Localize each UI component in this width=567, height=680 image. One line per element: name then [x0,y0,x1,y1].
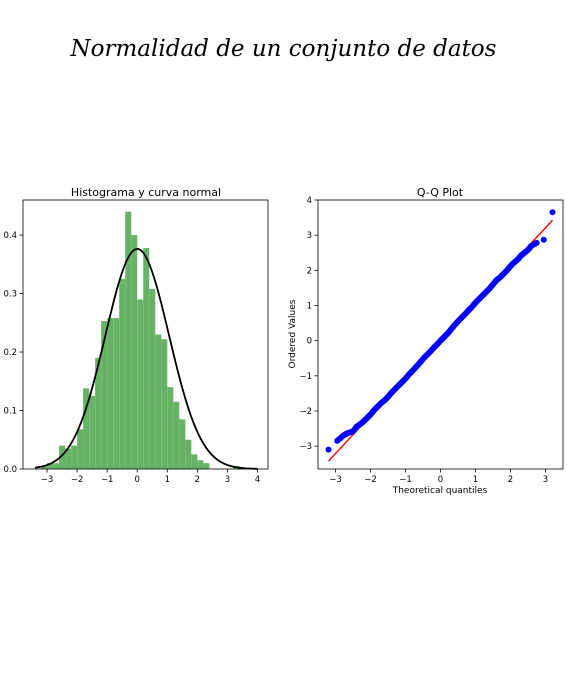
histogram-bar-18 [149,288,156,469]
histogram-bar-1 [47,463,54,469]
histogram-bar-26 [197,460,204,469]
histogram-y-tick-label: 0.4 [3,231,17,241]
histogram-bar-19 [155,334,162,469]
qq-x-tick-label: −1 [399,475,412,485]
histogram-panel: Histograma y curva normal −3 −2 −1 0 1 2 3 4 0.… [3,186,269,485]
histogram-bar-9 [95,357,102,469]
qq-y-axis-label: Ordered Values [288,299,298,368]
histogram-bar-3 [59,445,66,469]
histogram-bar-12 [113,318,120,469]
histogram-bar-23 [179,419,186,469]
qq-y-tick-label: −2 [299,407,312,417]
qq-point-0 [325,446,332,453]
histogram-bar-13 [119,278,126,469]
qq-x-tick-label: 2 [508,475,513,485]
page-title: Normalidad de un conjunto de datos [70,36,497,62]
histogram-axes-frame [22,199,269,470]
qq-title: Q-Q Plot [417,186,464,199]
qq-y-tick-label: 3 [307,231,312,241]
histogram-y-ticks: 0.0 0.1 0.2 0.3 0.4 [3,231,23,475]
histogram-bar-10 [101,321,108,469]
histogram-x-tick-label: 3 [225,475,230,485]
qq-x-ticks: −3 −2 −1 0 1 2 3 [329,469,548,485]
histogram-bar-8 [89,395,96,469]
qq-x-tick-label: 3 [543,475,548,485]
histogram-x-tick-label: −2 [71,475,84,485]
histogram-x-tick-label: 1 [165,475,170,485]
histogram-bar-5 [71,445,78,469]
histogram-x-tick-label: 4 [255,475,260,485]
histogram-x-tick-label: 2 [195,475,200,485]
histogram-x-ticks: −3 −2 −1 0 1 2 3 4 [41,469,260,485]
histogram-bar-15 [131,235,138,469]
qq-y-tick-label: 4 [307,196,312,206]
histogram-y-tick-label: 0.0 [3,465,17,475]
histogram-bar-22 [173,401,180,469]
histogram-y-tick-label: 0.3 [3,290,17,300]
histogram-bar-21 [167,387,174,469]
histogram-bar-7 [83,388,90,469]
histogram-bar-25 [191,454,198,469]
qq-x-tick-label: 0 [438,475,443,485]
qq-y-tick-label: 0 [307,337,312,347]
qq-y-ticks: −3 −2 −1 0 1 2 3 4 [299,196,318,452]
histogram-bar-20 [161,339,168,469]
qq-y-tick-label: 1 [307,301,312,311]
histogram-bar-0 [41,466,48,469]
qq-point-fill [532,240,539,247]
qq-x-tick-label: −2 [364,475,377,485]
qq-y-tick-label: −3 [299,442,312,452]
histogram-bar-2 [53,463,60,469]
qq-x-tick-label: 1 [473,475,478,485]
qq-x-axis-label: Theoretical quantiles [392,486,488,496]
histogram-bar-24 [185,439,192,469]
qq-point-58 [540,236,547,243]
qq-point-59 [549,209,556,216]
qq-panel: Q-Q Plot −3 −2 −1 0 1 2 3 −3 −2 −1 0 1 2 3 4 Theoreti… [288,186,564,496]
histogram-x-tick-label: −1 [101,475,114,485]
histogram-y-tick-label: 0.1 [3,407,17,417]
histogram-bar-16 [137,299,144,469]
histogram-bar-4 [65,448,72,469]
histogram-y-tick-label: 0.2 [3,348,17,358]
histogram-title: Histograma y curva normal [71,186,221,199]
histogram-x-tick-label: −3 [41,475,54,485]
histogram-bar-6 [77,429,84,469]
histogram-bar-11 [107,318,114,469]
histogram-bar-14 [125,211,132,469]
qq-y-tick-label: −1 [299,372,312,382]
histogram-bar-17 [143,247,150,469]
histogram-x-tick-label: 0 [135,475,140,485]
normal-curve [34,248,258,470]
qq-y-tick-label: 2 [307,266,312,276]
histogram-bar-27 [203,463,210,469]
qq-points [325,209,556,453]
qq-x-tick-label: −3 [329,475,342,485]
